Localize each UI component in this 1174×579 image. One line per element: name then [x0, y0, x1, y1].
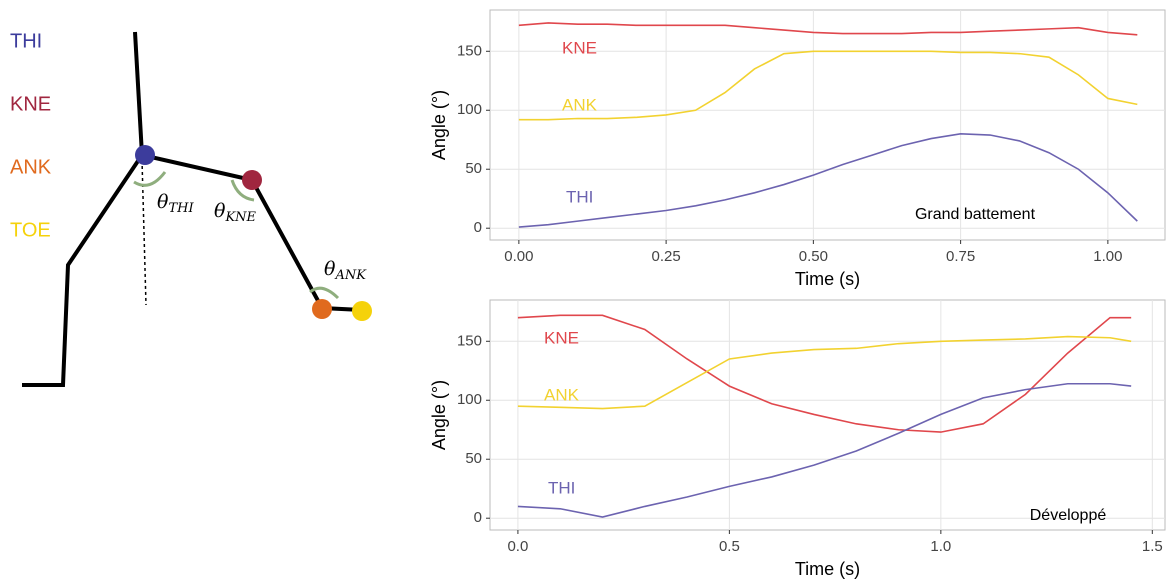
angle-subscript: KNE [224, 210, 256, 225]
angle-label: θKNE [214, 200, 257, 225]
y-tick-label: 0 [474, 509, 482, 526]
series-line [518, 22, 1138, 36]
series-label: THI [566, 187, 593, 206]
angle-subscript: ANK [334, 268, 367, 283]
angle-label: θTHI [157, 191, 194, 216]
x-axis-title: Time (s) [795, 269, 860, 289]
joint-label: THI [10, 30, 42, 52]
angle-arc [133, 171, 167, 187]
series-line [517, 335, 1132, 410]
series-label: ANK [544, 385, 580, 404]
angle-symbol: θ [324, 258, 336, 280]
y-axis-title: Angle (°) [429, 90, 449, 160]
angle-symbol: θ [157, 191, 169, 213]
y-tick-label: 50 [465, 450, 482, 467]
joint-toe [352, 301, 372, 321]
x-tick-label: 0.25 [652, 248, 681, 265]
y-tick-label: 150 [457, 42, 482, 59]
leg-support [22, 153, 144, 387]
plot-area [489, 299, 1166, 531]
x-tick-label: 0.50 [799, 248, 828, 265]
series-line [518, 133, 1138, 228]
angle-subscript: THI [168, 201, 194, 216]
angle-symbol: θ [214, 200, 226, 222]
series-line [517, 382, 1132, 518]
joint-thi [135, 145, 155, 165]
joint-label: TOE [10, 219, 51, 241]
angle-label: θANK [324, 258, 367, 283]
y-tick-label: 100 [457, 391, 482, 408]
y-tick-label: 150 [457, 332, 482, 349]
x-tick-label: 0.75 [946, 248, 975, 265]
vertical-reference [141, 159, 147, 306]
x-tick-label: 0.0 [507, 538, 528, 555]
y-tick-label: 0 [474, 219, 482, 236]
plot-area [489, 9, 1166, 241]
joint-label: KNE [10, 93, 51, 115]
y-tick-label: 50 [465, 160, 482, 177]
x-tick-label: 1.0 [930, 538, 951, 555]
x-tick-label: 1.00 [1093, 248, 1122, 265]
series-label: KNE [562, 38, 597, 57]
y-tick-label: 100 [457, 101, 482, 118]
y-axis-title: Angle (°) [429, 380, 449, 450]
chart-caption: Grand battement [915, 206, 1036, 223]
joint-kne [242, 170, 262, 190]
series-label: KNE [544, 328, 579, 347]
joint-ank [312, 299, 332, 319]
x-tick-label: 0.5 [719, 538, 740, 555]
angle-arc [230, 179, 255, 202]
x-axis-title: Time (s) [795, 559, 860, 579]
x-tick-label: 0.00 [504, 248, 533, 265]
series-line [518, 50, 1138, 121]
series-label: ANK [562, 95, 598, 114]
series-line [517, 314, 1132, 433]
chart-caption: Développé [1030, 507, 1107, 524]
angle-arc [309, 286, 340, 300]
series-label: THI [548, 478, 575, 497]
x-tick-label: 1.5 [1142, 538, 1163, 555]
joint-label: ANK [10, 156, 52, 178]
